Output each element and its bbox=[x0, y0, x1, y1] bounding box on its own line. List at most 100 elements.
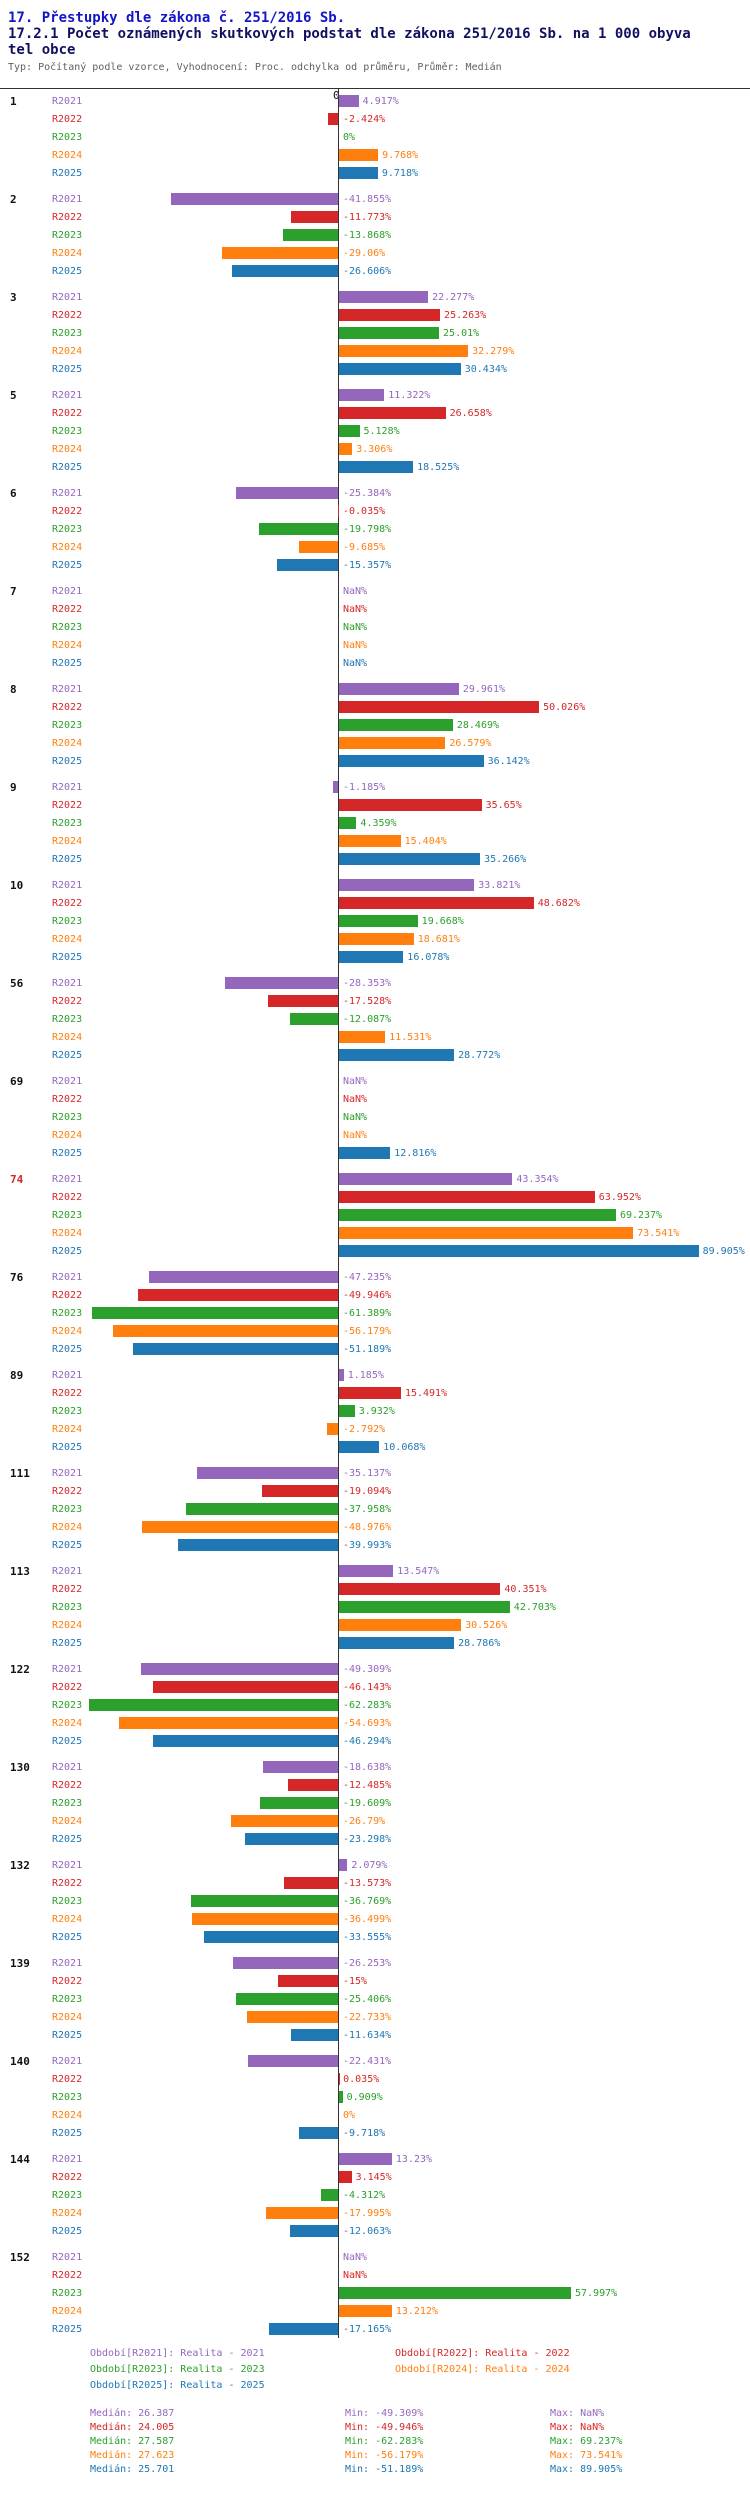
bar-value-label: NaN% bbox=[343, 1130, 368, 1141]
bar-row: R2021 1.185% bbox=[0, 1366, 750, 1384]
bar-value-label: NaN% bbox=[343, 2270, 368, 2281]
bar-value-label: -19.094% bbox=[343, 1486, 392, 1497]
bar-row: R2023 -62.283% bbox=[0, 1696, 750, 1714]
series-label: R2023 bbox=[52, 524, 83, 535]
series-label: R2024 bbox=[52, 1718, 83, 1729]
bar-row: R2024 26.579% bbox=[0, 734, 750, 752]
bar bbox=[289, 2225, 338, 2237]
bar-row: R2024 -2.792% bbox=[0, 1420, 750, 1438]
bar-row: R2021 -1.185% bbox=[0, 778, 750, 796]
series-label: R2025 bbox=[52, 1344, 83, 1355]
legend-item: Období[R2022]: Realita - 2022 bbox=[395, 2348, 570, 2359]
bar bbox=[339, 835, 401, 847]
group-label: 130 bbox=[10, 1761, 30, 1774]
bar-row: R2022 -0.035% bbox=[0, 502, 750, 520]
bar-value-label: -25.384% bbox=[343, 488, 392, 499]
series-label: R2022 bbox=[52, 1094, 83, 1105]
series-label: R2021 bbox=[52, 1174, 83, 1185]
series-label: R2023 bbox=[52, 2092, 83, 2103]
bar-value-label: 63.952% bbox=[598, 1192, 641, 1203]
group-label: 9 bbox=[10, 781, 17, 794]
bar bbox=[190, 1895, 338, 1907]
bar-value-label: 5.128% bbox=[363, 426, 400, 437]
group-label: 7 bbox=[10, 585, 17, 598]
bar-group: 139 R2021 -26.253% R2022 -15% R2023 -25.406% R2… bbox=[0, 1954, 750, 2044]
series-label: R2025 bbox=[52, 1932, 83, 1943]
bar-value-label: 10.068% bbox=[383, 1442, 426, 1453]
series-label: R2025 bbox=[52, 1638, 83, 1649]
stat-median: Medián: 26.387 bbox=[90, 2408, 175, 2419]
bar-value-label: NaN% bbox=[343, 586, 368, 597]
bar bbox=[339, 701, 540, 713]
series-label: R2021 bbox=[52, 390, 83, 401]
bar bbox=[339, 389, 385, 401]
bar-row: R2023 19.668% bbox=[0, 912, 750, 930]
series-label: R2025 bbox=[52, 1050, 83, 1061]
bar-value-label: 0% bbox=[343, 132, 356, 143]
bar bbox=[339, 915, 418, 927]
bar-value-label: 28.772% bbox=[458, 1050, 501, 1061]
bar-value-label: 18.681% bbox=[417, 934, 460, 945]
bar bbox=[140, 1663, 338, 1675]
bar-group: 152 R2021 NaN% R2022 NaN% R2023 57.997% R2024 13… bbox=[0, 2248, 750, 2338]
series-label: R2025 bbox=[52, 2030, 83, 2041]
bar-row: R2024 0% bbox=[0, 2106, 750, 2124]
bar-row: R2022 -15% bbox=[0, 1972, 750, 1990]
bar-row: R2023 3.932% bbox=[0, 1402, 750, 1420]
bar-value-label: 22.277% bbox=[432, 292, 475, 303]
bar-group: 76 R2021 -47.235% R2022 -49.946% R2023 -61.389… bbox=[0, 1268, 750, 1358]
bar-value-label: 43.354% bbox=[516, 1174, 559, 1185]
bar-row: R2024 3.306% bbox=[0, 440, 750, 458]
bar bbox=[339, 2153, 392, 2165]
group-label: 74 bbox=[10, 1173, 24, 1186]
series-label: R2022 bbox=[52, 996, 83, 1007]
bar-row: R2025 -15.357% bbox=[0, 556, 750, 574]
bar-row: R2024 30.526% bbox=[0, 1616, 750, 1634]
bar bbox=[119, 1717, 338, 1729]
bar-row: R2025 12.816% bbox=[0, 1144, 750, 1162]
bar-row: R2024 13.212% bbox=[0, 2302, 750, 2320]
group-label: 3 bbox=[10, 291, 17, 304]
series-label: R2021 bbox=[52, 1370, 83, 1381]
bar bbox=[339, 167, 378, 179]
bar-row: R2022 48.682% bbox=[0, 894, 750, 912]
bar-group: 89 R2021 1.185% R2022 15.491% R2023 3.932% R202… bbox=[0, 1366, 750, 1456]
bar-value-label: 19.668% bbox=[421, 916, 464, 927]
series-label: R2022 bbox=[52, 506, 83, 517]
stat-max: Max: NaN% bbox=[550, 2422, 605, 2433]
bar-value-label: -0.035% bbox=[343, 506, 386, 517]
series-label: R2025 bbox=[52, 756, 83, 767]
bar-row: R2021 -25.384% bbox=[0, 484, 750, 502]
bar-row: R2022 NaN% bbox=[0, 2266, 750, 2284]
bar-value-label: -2.424% bbox=[343, 114, 386, 125]
bar bbox=[339, 1583, 501, 1595]
bar-row: R2024 73.541% bbox=[0, 1224, 750, 1242]
bar-value-label: 40.351% bbox=[504, 1584, 547, 1595]
series-label: R2021 bbox=[52, 978, 83, 989]
bar-row: R2022 -46.143% bbox=[0, 1678, 750, 1696]
bar-value-label: 4.917% bbox=[362, 96, 399, 107]
series-label: R2025 bbox=[52, 266, 83, 277]
bar bbox=[267, 995, 338, 1007]
bar-group: 140 R2021 -22.431% R2022 0.035% R2023 0.909% R2… bbox=[0, 2052, 750, 2142]
bar bbox=[339, 2091, 343, 2103]
bar bbox=[339, 817, 357, 829]
bar-group: 8 R2021 29.961% R2022 50.026% R2023 28.469% R20… bbox=[0, 680, 750, 770]
bar bbox=[333, 781, 338, 793]
bar bbox=[339, 461, 414, 473]
bar bbox=[339, 1173, 513, 1185]
bar-row: R2024 15.404% bbox=[0, 832, 750, 850]
bar bbox=[339, 719, 453, 731]
series-label: R2021 bbox=[52, 1076, 83, 1087]
bar-value-label: -1.185% bbox=[343, 782, 386, 793]
series-label: R2022 bbox=[52, 800, 83, 811]
bar-value-label: -18.638% bbox=[343, 1762, 392, 1773]
bar-value-label: -2.792% bbox=[343, 1424, 386, 1435]
bar bbox=[203, 1931, 338, 1943]
bar-row: R2023 0% bbox=[0, 128, 750, 146]
bar-value-label: 35.65% bbox=[485, 800, 522, 811]
series-label: R2023 bbox=[52, 818, 83, 829]
bar-row: R2023 -13.868% bbox=[0, 226, 750, 244]
bar-group: 69 R2021 NaN% R2022 NaN% R2023 NaN% R2024 NaN% R2… bbox=[0, 1072, 750, 1162]
series-label: R2024 bbox=[52, 1816, 83, 1827]
